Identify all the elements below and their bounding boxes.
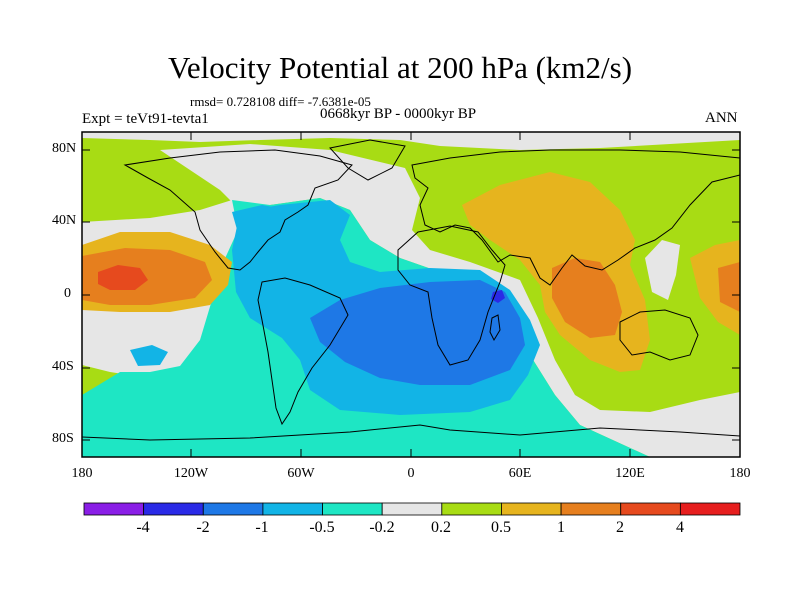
colorbar-swatch bbox=[83, 502, 145, 516]
chart-title: Velocity Potential at 200 hPa (km2/s) bbox=[167, 50, 633, 85]
neutral-atlantic-band bbox=[160, 144, 740, 457]
colorbar-swatch bbox=[620, 502, 681, 516]
colorbar-swatch bbox=[262, 502, 323, 516]
coastline-north-america bbox=[123, 149, 353, 271]
lat-label-40n: 40N bbox=[52, 213, 77, 228]
period-label: 0668kyr BP - 0000kyr BP bbox=[320, 106, 477, 122]
lon-label-0: 0 bbox=[407, 466, 415, 481]
colorbar-label: -1 bbox=[255, 519, 269, 536]
lat-label-40s: 40S bbox=[52, 359, 74, 374]
colorbar-swatch bbox=[679, 502, 741, 516]
coastline-antarctica bbox=[82, 424, 740, 441]
colorbar-swatch bbox=[501, 502, 562, 516]
contour-field bbox=[82, 132, 740, 457]
neutral-maritime bbox=[645, 240, 680, 300]
light-negative-southern-ocean bbox=[82, 392, 640, 457]
colorbar-label: -4 bbox=[136, 519, 150, 536]
colorbar-label: 0.5 bbox=[491, 519, 511, 536]
strong-positive-central-pacific bbox=[82, 248, 212, 305]
coastline-madagascar bbox=[489, 314, 501, 342]
coastline-africa bbox=[397, 225, 506, 366]
colorbar-label: -2 bbox=[196, 519, 210, 536]
lon-label-180w: 180 bbox=[71, 466, 93, 481]
colorbar-label: -0.2 bbox=[369, 519, 395, 536]
lon-label-60e: 60E bbox=[508, 466, 532, 481]
max-positive-central-pacific bbox=[98, 265, 148, 290]
colorbar-swatch bbox=[441, 502, 502, 516]
season-label: ANN bbox=[705, 110, 738, 126]
experiment-label: Expt = teVt91-tevta1 bbox=[82, 111, 209, 127]
lon-label-120w: 120W bbox=[173, 466, 209, 481]
colorbar bbox=[83, 502, 741, 516]
neutral-arctic-band bbox=[82, 132, 740, 150]
coastline-south-america bbox=[257, 277, 349, 426]
colorbar-label: 2 bbox=[616, 519, 624, 536]
lon-label-60w: 60W bbox=[287, 466, 315, 481]
colorbar-swatch bbox=[143, 502, 204, 516]
stats-text: rmsd= 0.728108 diff= -7.6381e-05 bbox=[190, 94, 371, 109]
lon-label-180e: 180 bbox=[729, 466, 751, 481]
strong-negative-africa-indian bbox=[310, 280, 525, 385]
colorbar-label: 0.2 bbox=[431, 519, 451, 536]
colorbar-swatch bbox=[381, 502, 443, 516]
negative-se-pacific bbox=[130, 345, 168, 366]
strong-positive-east-edge bbox=[718, 262, 740, 312]
colorbar-label: 1 bbox=[557, 519, 565, 536]
coastline-greenland bbox=[329, 139, 406, 181]
lat-label-eq: 0 bbox=[64, 286, 71, 301]
colorbar-swatch bbox=[322, 502, 383, 516]
positive-east-edge bbox=[690, 240, 740, 335]
lon-label-120e: 120E bbox=[615, 466, 645, 481]
lat-label-80s: 80S bbox=[52, 431, 74, 446]
lat-label-80n: 80N bbox=[52, 141, 77, 156]
colorbar-swatch bbox=[202, 502, 264, 516]
strong-positive-indian-ocean bbox=[552, 258, 622, 338]
coastlines bbox=[82, 139, 740, 441]
colorbar-label: 4 bbox=[676, 519, 684, 536]
coastline-australia bbox=[619, 309, 699, 361]
coastline-eurasia bbox=[411, 149, 740, 286]
axis-ticks bbox=[82, 132, 740, 457]
colorbar-swatch bbox=[560, 502, 622, 516]
colorbar-label: -0.5 bbox=[309, 519, 335, 536]
extreme-negative-madagascar bbox=[491, 290, 505, 303]
